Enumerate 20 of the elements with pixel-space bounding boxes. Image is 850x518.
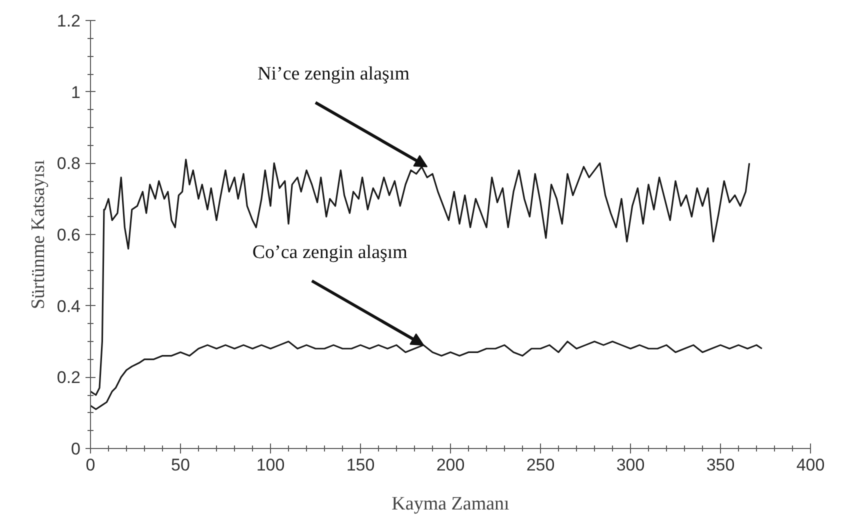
y-tick-label: 0.2	[56, 368, 81, 388]
x-tick-label: 350	[706, 456, 735, 474]
x-tick-label: 0	[86, 456, 96, 474]
x-tick-label: 150	[346, 456, 375, 474]
y-tick-label: 0.6	[56, 226, 81, 244]
x-tick-label: 250	[526, 456, 555, 474]
x-tick-label: 400	[796, 456, 825, 474]
y-axis-title: Sürtünme Katsayısı	[28, 160, 49, 310]
annotation: Ni’ce zengin alaşım	[258, 64, 410, 85]
y-tick-label: 0	[71, 440, 81, 458]
x-axis-title: Kayma Zamanı	[392, 494, 510, 514]
x-tick-label: 300	[616, 456, 645, 474]
y-tick-label: 0.4	[56, 296, 81, 316]
x-tick-label: 100	[256, 456, 285, 474]
y-tick-label: 1.2	[56, 12, 81, 30]
x-tick-label: 50	[171, 456, 190, 474]
y-tick-label: 1	[71, 82, 81, 102]
annotation: Co’ca zengin alaşım	[252, 242, 408, 264]
x-tick-label: 200	[436, 456, 465, 474]
y-tick-label: 0.8	[56, 154, 81, 174]
